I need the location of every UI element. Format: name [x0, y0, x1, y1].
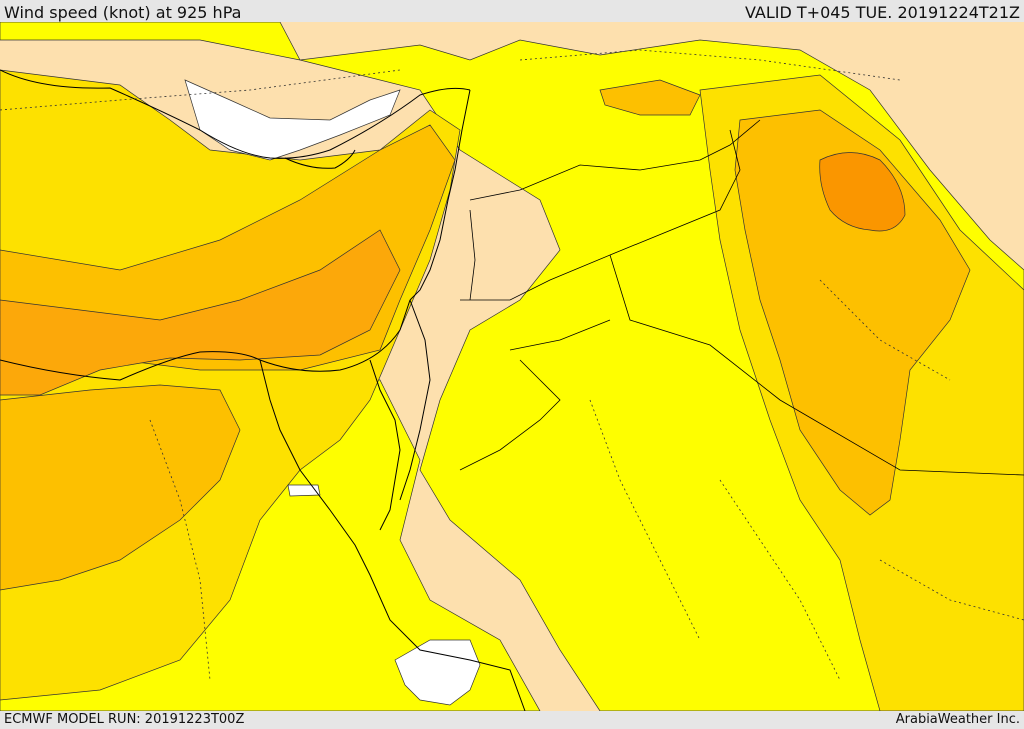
valid-time: VALID T+045 TUE. 20191224T21Z	[744, 3, 1020, 22]
field-stronger-syria	[599, 79, 701, 116]
field-stronger-med	[0, 229, 401, 396]
internal-boundaries	[0, 49, 1024, 681]
map-footer: ECMWF MODEL RUN: 20191223T00Z ArabiaWeat…	[0, 711, 1024, 729]
map-title: Wind speed (knot) at 925 hPa	[4, 3, 242, 22]
field-calm-sinai	[287, 484, 321, 497]
map-header: Wind speed (knot) at 925 hPa VALID T+045…	[0, 0, 1024, 22]
model-run: ECMWF MODEL RUN: 20191223T00Z	[4, 712, 245, 727]
credit: ArabiaWeather Inc.	[895, 712, 1020, 727]
map-canvas	[0, 22, 1024, 711]
borders	[459, 119, 1024, 476]
field-calm-redsea	[394, 639, 481, 706]
field-calm-turkey	[184, 79, 401, 161]
coastlines	[0, 69, 526, 711]
field-strong-egypt	[0, 384, 241, 591]
field-strongest-iraq	[819, 152, 906, 232]
wind-speed-map	[0, 22, 1024, 711]
